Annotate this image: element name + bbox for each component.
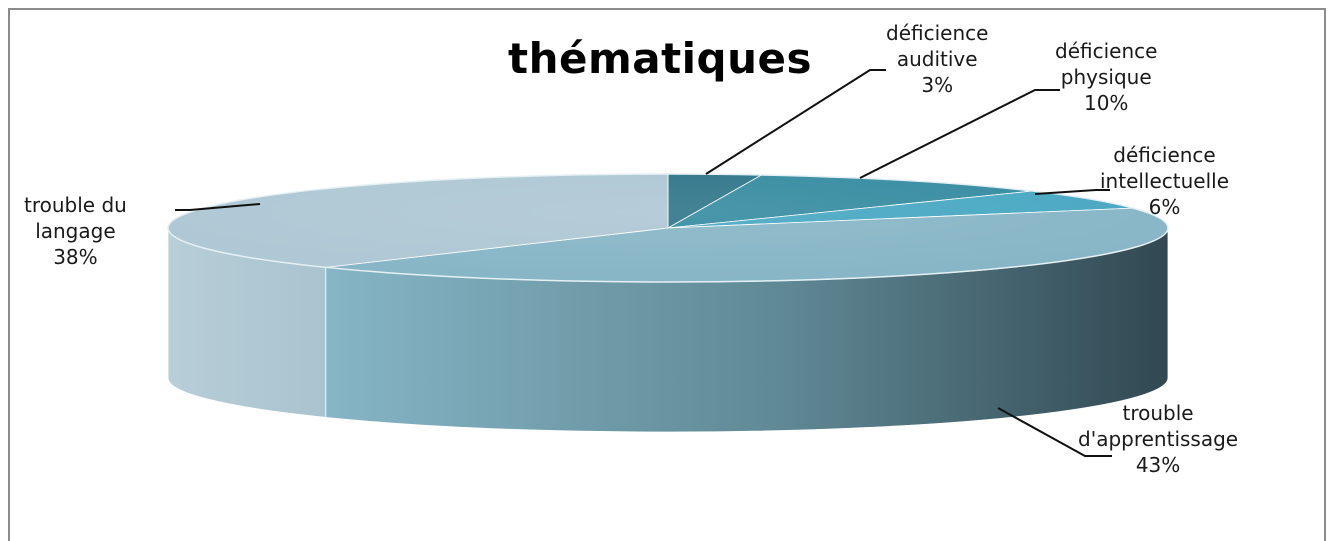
slice-percent: 3% (921, 73, 954, 97)
slice-label-0: déficience auditive 3% (886, 20, 988, 98)
slice-label-line: déficience (1055, 39, 1158, 63)
leader-line-2 (1034, 189, 1110, 195)
slice-label-2: déficience intellectuelle 6% (1100, 142, 1229, 220)
slice-percent: 10% (1083, 91, 1129, 115)
slice-label-1: déficience physique 10% (1055, 38, 1157, 116)
slice-label-line: trouble du (24, 193, 127, 217)
leader-lines-group (175, 69, 1112, 457)
slice-label-line: trouble (1122, 401, 1194, 425)
slice-label-line: auditive (896, 47, 978, 71)
pie-top-rim (167, 173, 1169, 283)
slice-percent: 43% (1135, 453, 1181, 477)
leader-line-3 (997, 407, 1112, 457)
slice-label-line: physique (1060, 65, 1152, 89)
pie-top-group (167, 173, 1169, 283)
slice-label-4: trouble du langage 38% (24, 192, 127, 270)
chart-title: thématiques (508, 34, 812, 83)
slice-percent: 38% (53, 245, 98, 269)
leader-line-0 (705, 69, 886, 175)
pie-side-group (167, 227, 1169, 433)
slice-percent: 6% (1148, 195, 1181, 219)
leader-line-4 (175, 203, 261, 211)
slice-label-line: langage (35, 219, 116, 243)
slice-label-line: déficience (1113, 143, 1216, 167)
leader-line-1 (859, 89, 1060, 179)
slice-label-3: trouble d'apprentissage 43% (1078, 400, 1238, 478)
slice-label-line: intellectuelle (1100, 169, 1230, 193)
slice-label-line: déficience (886, 21, 989, 45)
slice-label-line: d'apprentissage (1078, 427, 1239, 451)
